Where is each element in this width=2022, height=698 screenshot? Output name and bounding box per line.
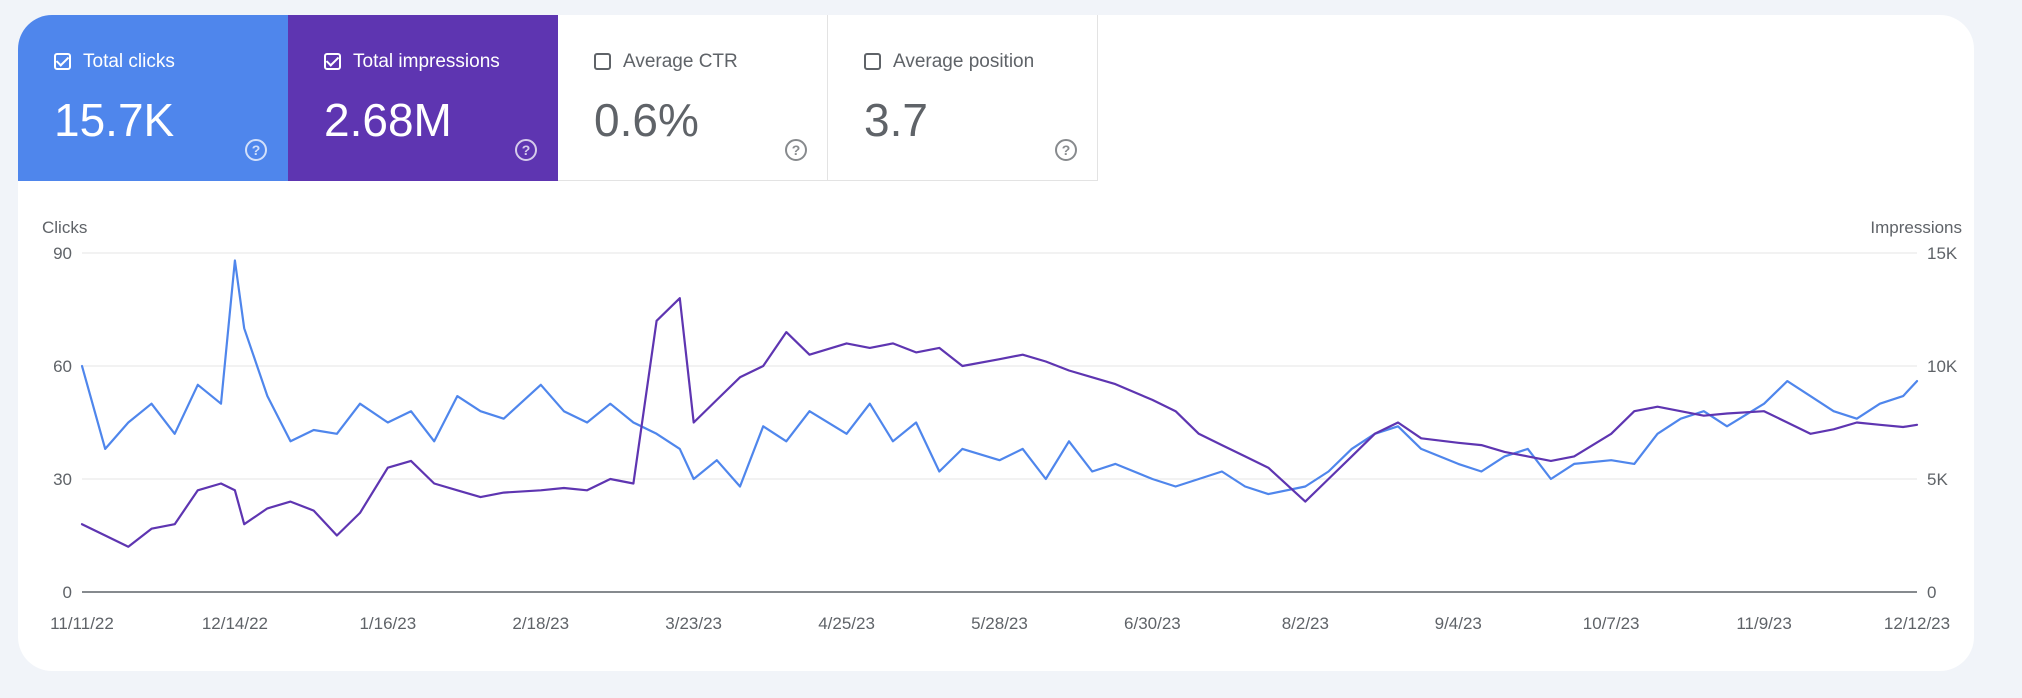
metric-value: 3.7 — [864, 94, 928, 146]
metric-total-clicks[interactable]: Total clicks 15.7K ? — [18, 15, 288, 181]
metric-average-ctr[interactable]: Average CTR 0.6% ? — [558, 15, 828, 181]
metric-tabs: Total clicks 15.7K ? Total impressions 2… — [18, 15, 1098, 181]
axis-labels: 0 0 30 5K 60 10K 90 15K Clicks Impressions 11/11/2… — [42, 218, 1962, 633]
x-tick-label: 10/7/23 — [1583, 614, 1640, 633]
y-tick-label: 0 — [63, 583, 72, 602]
y2-tick-label: 0 — [1927, 583, 1936, 602]
metric-label: Total clicks — [83, 51, 175, 72]
x-tick-label: 1/16/23 — [359, 614, 416, 633]
metric-label: Average CTR — [623, 51, 738, 72]
metric-average-position[interactable]: Average position 3.7 ? — [828, 15, 1098, 181]
checkbox-unchecked-icon[interactable] — [594, 53, 611, 70]
x-tick-label: 3/23/23 — [665, 614, 722, 633]
x-tick-label: 5/28/23 — [971, 614, 1028, 633]
y-tick-label: 60 — [53, 357, 72, 376]
x-tick-label: 2/18/23 — [512, 614, 569, 633]
metric-value: 2.68M — [324, 94, 452, 146]
x-tick-label: 11/9/23 — [1736, 614, 1791, 633]
x-tick-label: 11/11/22 — [50, 614, 114, 633]
y2-tick-label: 15K — [1927, 244, 1958, 263]
impressions-series-line[interactable] — [80, 297, 1919, 548]
metric-value: 15.7K — [54, 94, 175, 146]
y2-tick-label: 5K — [1927, 470, 1948, 489]
help-icon[interactable]: ? — [785, 139, 807, 161]
performance-card: Total clicks 15.7K ? Total impressions 2… — [18, 15, 1974, 671]
metric-label: Total impressions — [353, 51, 500, 72]
x-tick-label: 8/2/23 — [1282, 614, 1329, 633]
metric-total-impressions[interactable]: Total impressions 2.68M ? — [288, 15, 558, 181]
checkbox-unchecked-icon[interactable] — [864, 53, 881, 70]
checkbox-checked-icon[interactable] — [324, 53, 341, 70]
y-tick-label: 90 — [53, 244, 72, 263]
x-tick-label: 9/4/23 — [1435, 614, 1482, 633]
metric-value: 0.6% — [594, 94, 699, 146]
help-icon[interactable]: ? — [1055, 139, 1077, 161]
metric-label: Average position — [893, 51, 1035, 72]
x-tick-label: 4/25/23 — [818, 614, 875, 633]
chart-series — [80, 259, 1919, 548]
help-icon[interactable]: ? — [515, 139, 537, 161]
y-tick-label: 30 — [53, 470, 72, 489]
checkbox-checked-icon[interactable] — [54, 53, 71, 70]
y-axis-title: Clicks — [42, 218, 87, 237]
x-tick-label: 12/14/22 — [202, 614, 268, 633]
y2-tick-label: 10K — [1927, 357, 1958, 376]
x-tick-label: 12/12/23 — [1884, 614, 1950, 633]
gridlines — [82, 252, 1917, 593]
x-tick-label: 6/30/23 — [1124, 614, 1181, 633]
performance-chart[interactable]: 0 0 30 5K 60 10K 90 15K Clicks Impressions 11/11/2… — [18, 15, 1974, 671]
y2-axis-title: Impressions — [1870, 218, 1962, 237]
help-icon[interactable]: ? — [245, 139, 267, 161]
clicks-series-line[interactable] — [80, 259, 1919, 496]
